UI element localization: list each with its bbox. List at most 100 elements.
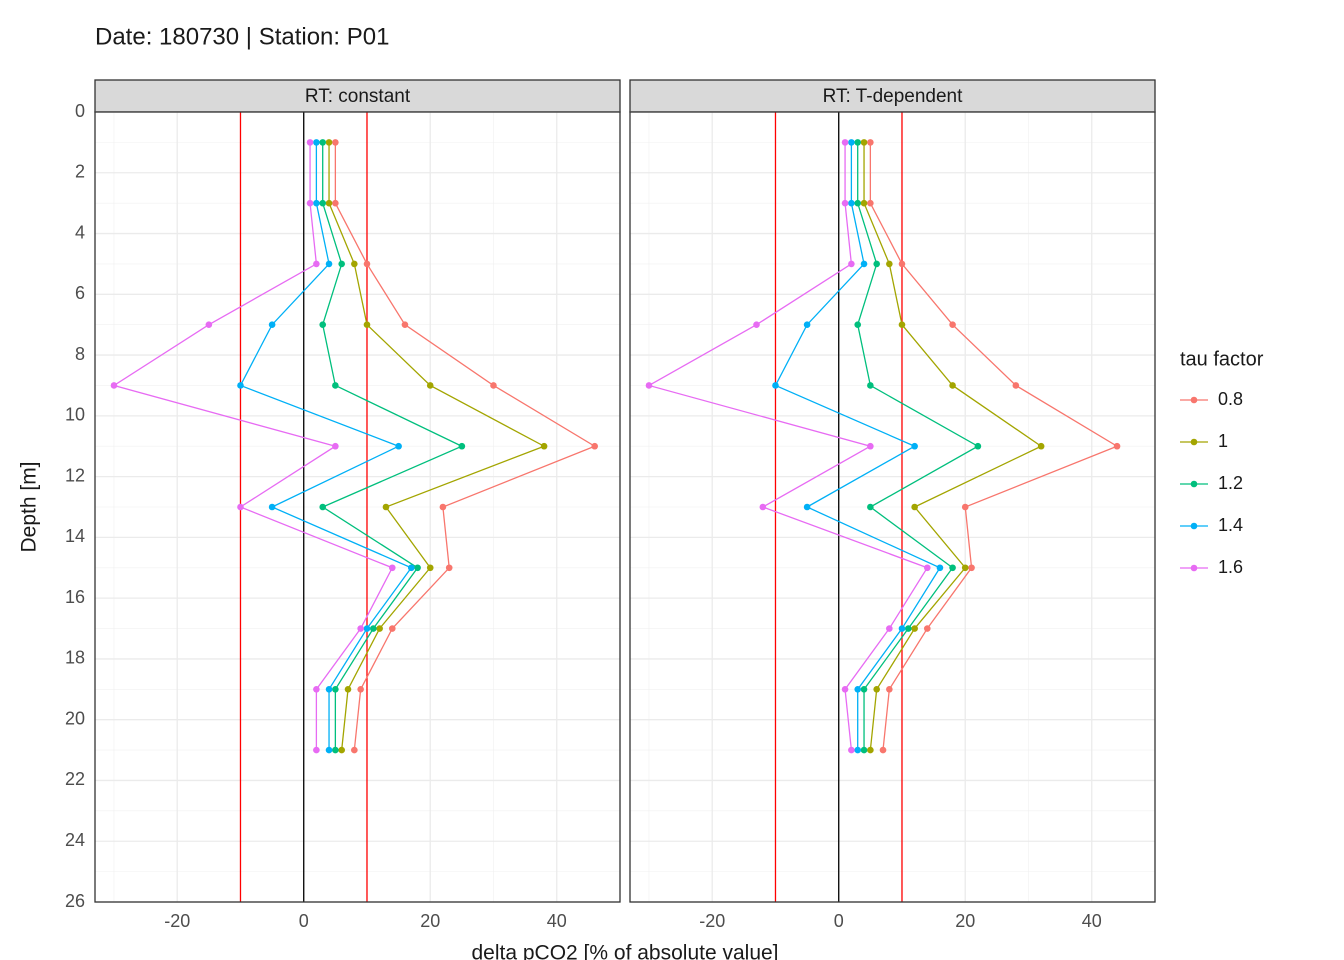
series-point bbox=[351, 261, 358, 268]
series-point bbox=[949, 564, 956, 571]
series-point bbox=[427, 564, 434, 571]
series-point bbox=[395, 443, 402, 450]
series-point bbox=[237, 382, 244, 389]
x-tick-label: 40 bbox=[547, 911, 567, 931]
series-point bbox=[237, 504, 244, 511]
x-axis-title: delta pCO2 [% of absolute value] bbox=[471, 942, 778, 960]
series-point bbox=[905, 625, 912, 632]
series-point bbox=[861, 686, 868, 693]
series-point bbox=[1038, 443, 1045, 450]
legend: tau factor0.811.21.41.6 bbox=[1180, 348, 1264, 576]
series-point bbox=[842, 686, 849, 693]
series-point bbox=[345, 686, 352, 693]
series-point bbox=[937, 564, 944, 571]
y-tick-label: 10 bbox=[65, 405, 85, 425]
series-point bbox=[867, 443, 874, 450]
series-point bbox=[332, 200, 339, 207]
series-point bbox=[313, 200, 320, 207]
series-point bbox=[962, 564, 969, 571]
series-point bbox=[886, 261, 893, 268]
series-point bbox=[899, 261, 906, 268]
series-point bbox=[848, 200, 855, 207]
series-point bbox=[427, 382, 434, 389]
series-point bbox=[269, 504, 276, 511]
series-point bbox=[332, 747, 339, 754]
series-point bbox=[440, 504, 447, 511]
y-tick-label: 22 bbox=[65, 769, 85, 789]
series-point bbox=[364, 625, 371, 632]
series-point bbox=[873, 686, 880, 693]
series-point bbox=[867, 139, 874, 146]
series-point bbox=[490, 382, 497, 389]
series-point bbox=[949, 382, 956, 389]
series-point bbox=[968, 564, 975, 571]
series-point bbox=[332, 139, 339, 146]
y-tick-label: 24 bbox=[65, 830, 85, 850]
legend-swatch-point bbox=[1191, 439, 1198, 446]
series-point bbox=[351, 747, 358, 754]
legend-label: 1.4 bbox=[1218, 515, 1243, 535]
x-tick-label: 0 bbox=[299, 911, 309, 931]
series-point bbox=[326, 139, 333, 146]
y-axis-title: Depth [m] bbox=[18, 461, 41, 552]
plot-title: Date: 180730 | Station: P01 bbox=[95, 23, 389, 50]
y-tick-label: 20 bbox=[65, 708, 85, 728]
y-tick-label: 26 bbox=[65, 891, 85, 911]
series-point bbox=[383, 504, 390, 511]
series-point bbox=[899, 321, 906, 328]
series-point bbox=[873, 261, 880, 268]
series-point bbox=[376, 625, 383, 632]
series-point bbox=[911, 443, 918, 450]
series-point bbox=[364, 261, 371, 268]
series-point bbox=[848, 261, 855, 268]
series-point bbox=[319, 139, 326, 146]
x-tick-label: -20 bbox=[699, 911, 725, 931]
legend-swatch-point bbox=[1191, 397, 1198, 404]
series-point bbox=[332, 382, 339, 389]
legend-label: 1 bbox=[1218, 431, 1228, 451]
series-point bbox=[880, 747, 887, 754]
y-tick-label: 8 bbox=[75, 344, 85, 364]
series-point bbox=[446, 564, 453, 571]
series-point bbox=[861, 747, 868, 754]
legend-label: 0.8 bbox=[1218, 389, 1243, 409]
series-point bbox=[269, 321, 276, 328]
y-tick-label: 0 bbox=[75, 101, 85, 121]
series-point bbox=[326, 261, 333, 268]
series-point bbox=[1114, 443, 1121, 450]
series-point bbox=[414, 564, 421, 571]
legend-swatch-point bbox=[1191, 481, 1198, 488]
x-tick-label: 20 bbox=[420, 911, 440, 931]
y-tick-label: 12 bbox=[65, 465, 85, 485]
series-point bbox=[459, 443, 466, 450]
series-point bbox=[313, 261, 320, 268]
series-point bbox=[842, 200, 849, 207]
x-tick-label: 20 bbox=[955, 911, 975, 931]
series-point bbox=[307, 200, 314, 207]
series-point bbox=[854, 139, 861, 146]
series-point bbox=[886, 625, 893, 632]
x-tick-label: -20 bbox=[164, 911, 190, 931]
series-point bbox=[357, 686, 364, 693]
series-point bbox=[867, 200, 874, 207]
series-point bbox=[408, 564, 415, 571]
series-point bbox=[962, 504, 969, 511]
series-point bbox=[591, 443, 598, 450]
series-point bbox=[402, 321, 409, 328]
series-point bbox=[854, 321, 861, 328]
y-tick-label: 4 bbox=[75, 222, 85, 242]
legend-title: tau factor bbox=[1180, 348, 1264, 370]
series-point bbox=[307, 139, 314, 146]
series-point bbox=[899, 625, 906, 632]
facet-strip-label: RT: T-dependent bbox=[823, 86, 964, 107]
series-point bbox=[326, 747, 333, 754]
series-point bbox=[854, 686, 861, 693]
series-point bbox=[338, 261, 345, 268]
legend-label: 1.2 bbox=[1218, 473, 1243, 493]
series-point bbox=[842, 139, 849, 146]
series-point bbox=[975, 443, 982, 450]
series-point bbox=[804, 321, 811, 328]
series-point bbox=[861, 139, 868, 146]
series-point bbox=[848, 747, 855, 754]
series-point bbox=[804, 504, 811, 511]
